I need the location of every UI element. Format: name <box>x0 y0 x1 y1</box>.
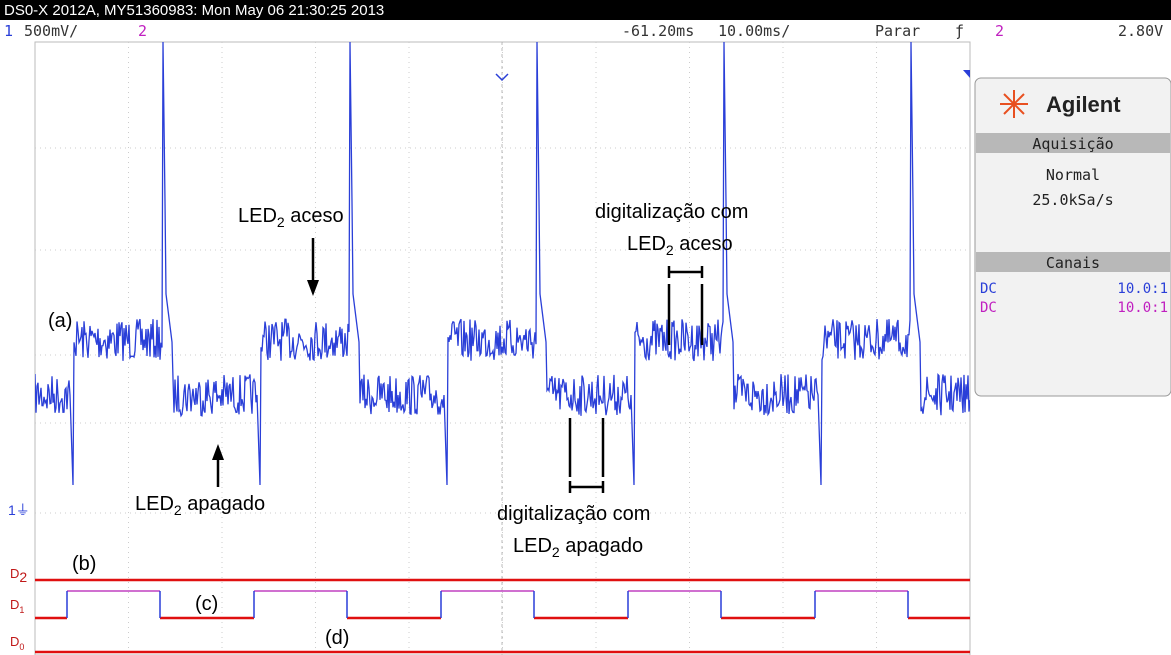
channel-probe: 10.0:1 <box>1117 281 1168 297</box>
label-d: (d) <box>325 627 349 649</box>
scan-off-label: digitalização com <box>497 503 650 525</box>
analog-trace <box>35 42 970 486</box>
title-bar <box>0 0 1171 20</box>
digital-label: D1 <box>10 597 24 615</box>
channel-probe: 10.0:1 <box>1117 300 1168 316</box>
label-c: (c) <box>195 593 218 615</box>
trigger-source: 2 <box>995 22 1004 40</box>
section-header <box>976 133 1170 153</box>
led-on-label: LED2 aceso <box>238 205 344 230</box>
sample-rate: 25.0kSa/s <box>1032 191 1113 209</box>
annotations: (a) (b) (c) (d) LED2 aceso LED2 apagado … <box>48 201 748 649</box>
run-state: Parar <box>875 22 920 40</box>
channel-coupling: DC <box>980 281 997 297</box>
ch1-scale: 500mV/ <box>24 22 78 40</box>
digital-label: D0 <box>10 634 24 652</box>
channel-coupling: DC <box>980 300 997 316</box>
trigger-level: 2.80V <box>1118 22 1163 40</box>
timebase: 10.00ms/ <box>718 22 790 40</box>
annotation-marks <box>212 238 704 493</box>
ch1-waveform <box>35 42 970 486</box>
acquisition-mode: Normal <box>1046 166 1100 184</box>
delay: -61.20ms <box>622 22 694 40</box>
side-panel: Agilent Aquisição Normal 25.0kSa/s Canai… <box>974 77 1171 397</box>
d1-edges <box>66 591 909 618</box>
ch1-label: 1 <box>4 22 13 40</box>
channels-title: Canais <box>1046 254 1100 272</box>
status-bar: 1 500mV/ 2 -61.20ms 10.00ms/ Parar ƒ 2 2… <box>4 22 1163 40</box>
digital-label: D2 <box>10 566 27 585</box>
ch1-ground-marker: 1⏚ <box>8 502 30 518</box>
digital-traces <box>35 578 970 654</box>
trigger-edge-icon: ƒ <box>955 22 964 40</box>
acquisition-title: Aquisição <box>1032 135 1113 153</box>
brand: Agilent <box>1046 92 1121 117</box>
panel-frame <box>974 77 1171 397</box>
scan-off-label: LED2 apagado <box>513 535 643 560</box>
label-a: (a) <box>48 310 72 332</box>
label-b: (b) <box>72 553 96 575</box>
graticule <box>34 41 971 655</box>
trigger-level-marker <box>963 70 970 78</box>
digital-labels: D2 D1 D0 <box>10 566 27 652</box>
scan-on-label: digitalização com <box>595 201 748 223</box>
led-off-label: LED2 apagado <box>135 493 265 518</box>
ch2-label: 2 <box>138 22 147 40</box>
scan-on-label: LED2 aceso <box>627 233 733 258</box>
agilent-logo <box>1000 90 1028 118</box>
title-text: DS0-X 2012A, MY51360983: Mon May 06 21:3… <box>4 2 384 19</box>
trigger-position-marker <box>495 73 509 82</box>
section-header <box>976 252 1170 272</box>
